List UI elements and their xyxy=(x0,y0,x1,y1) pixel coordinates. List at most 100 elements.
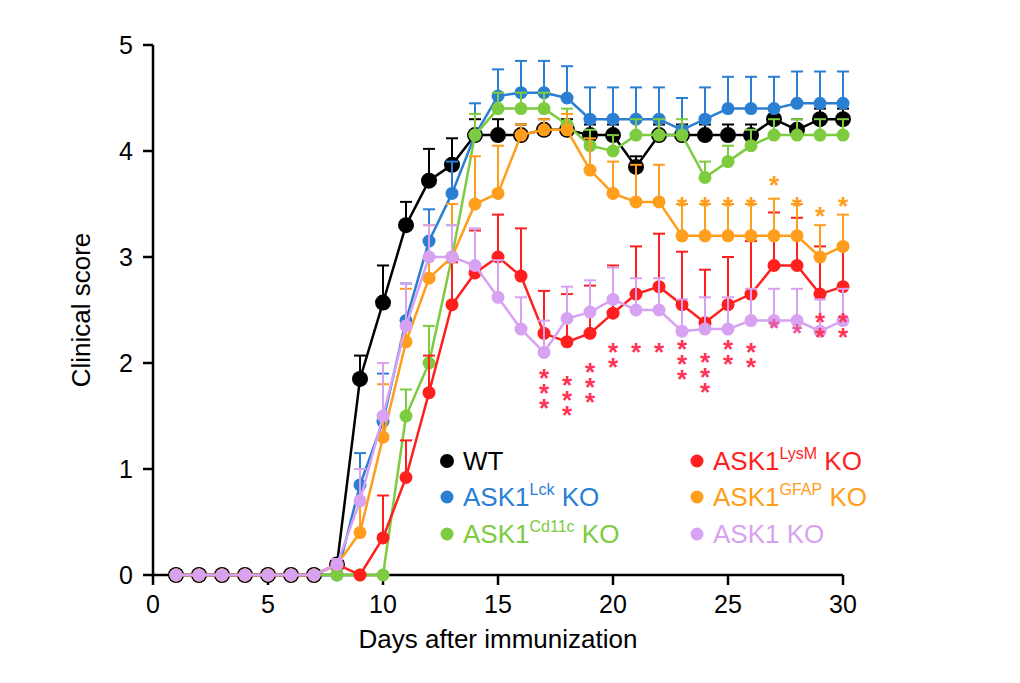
error-stem xyxy=(382,363,384,416)
error-cap xyxy=(469,155,481,157)
y-tick xyxy=(143,468,153,471)
legend-item: WT xyxy=(440,446,504,476)
significance-stars: * xyxy=(838,191,849,221)
legend-marker xyxy=(441,528,454,541)
series xyxy=(170,93,850,582)
point xyxy=(446,251,459,264)
point xyxy=(285,569,298,582)
significance-stars: * xyxy=(769,313,780,343)
error-cap xyxy=(607,161,619,163)
legend-base: ASK1 xyxy=(463,519,530,549)
star-char: * xyxy=(654,337,665,367)
star-char: * xyxy=(677,364,688,394)
point xyxy=(285,569,298,582)
point xyxy=(653,304,666,317)
point xyxy=(400,319,413,332)
point xyxy=(354,526,367,539)
point xyxy=(722,102,735,115)
error-cap xyxy=(791,118,803,120)
error-cap xyxy=(538,60,550,62)
error-cap xyxy=(561,108,573,110)
error-stem xyxy=(750,241,752,294)
point xyxy=(331,558,344,571)
legend-item: ASK1Cd11c KO xyxy=(441,518,620,549)
star-char: * xyxy=(585,387,596,417)
star-char: * xyxy=(838,322,849,352)
significance-stars: * xyxy=(677,191,688,221)
series-line xyxy=(176,257,843,575)
point xyxy=(193,569,206,582)
error-cap xyxy=(607,86,619,88)
significance-stars: ** xyxy=(608,337,619,382)
point xyxy=(398,217,414,233)
point xyxy=(170,569,183,582)
error-cap xyxy=(699,161,711,163)
point xyxy=(515,102,528,115)
error-cap xyxy=(423,224,435,226)
error-cap xyxy=(423,208,435,210)
y-axis-title: Clinical score xyxy=(66,233,96,388)
error-cap xyxy=(722,296,734,298)
point xyxy=(720,127,736,143)
error-cap xyxy=(423,224,435,226)
star-char: * xyxy=(539,393,550,423)
point xyxy=(515,323,528,336)
point xyxy=(260,567,276,583)
point xyxy=(216,569,229,582)
point xyxy=(814,129,827,142)
point xyxy=(306,567,322,583)
error-cap xyxy=(492,214,504,216)
error-cap xyxy=(768,76,780,78)
point xyxy=(329,556,345,572)
point xyxy=(469,259,482,272)
legend-label: ASK1GFAP KO xyxy=(713,481,867,512)
point xyxy=(331,558,344,571)
error-cap xyxy=(377,362,389,364)
point xyxy=(515,129,528,142)
error-cap xyxy=(446,161,458,163)
y-tick xyxy=(143,44,153,47)
significance-stars: *** xyxy=(677,334,688,394)
point xyxy=(515,270,528,283)
point xyxy=(768,102,781,115)
error-cap xyxy=(492,68,504,70)
legend-rest: KO xyxy=(575,519,620,549)
significance-stars: *** xyxy=(562,370,573,430)
legend-item: ASK1GFAP KO xyxy=(691,481,867,512)
significance-stars: * xyxy=(769,170,780,200)
legend-item: ASK1Lck KO xyxy=(441,481,600,512)
legend-base: ASK1 xyxy=(713,482,780,512)
error-cap xyxy=(400,283,412,285)
error-stem xyxy=(681,252,683,305)
legend-rest: KO xyxy=(822,482,867,512)
error-bar xyxy=(377,363,389,416)
point xyxy=(607,293,620,306)
error-cap xyxy=(653,233,665,235)
star-char: * xyxy=(838,191,849,221)
y-axis-line xyxy=(152,45,155,575)
point xyxy=(214,567,230,583)
star-char: * xyxy=(746,191,757,221)
star-char: * xyxy=(815,201,826,231)
point xyxy=(446,298,459,311)
error-cap xyxy=(561,286,573,288)
x-tick xyxy=(842,575,845,585)
point xyxy=(216,569,229,582)
error-cap xyxy=(492,118,504,120)
point xyxy=(170,569,183,582)
series-line xyxy=(176,257,843,575)
error-cap xyxy=(538,290,550,292)
point xyxy=(745,229,758,242)
error-stem xyxy=(612,265,614,313)
error-bar xyxy=(676,252,688,305)
annotations: ************************************* xyxy=(539,170,849,430)
point xyxy=(285,569,298,582)
error-cap xyxy=(745,129,757,131)
point xyxy=(653,129,666,142)
point xyxy=(492,187,505,200)
error-cap xyxy=(722,124,734,126)
point xyxy=(745,139,758,152)
legend-sup: Cd11c xyxy=(530,518,575,535)
x-tick-label: 10 xyxy=(369,590,397,618)
axes: 012345051015202530 xyxy=(119,31,857,618)
